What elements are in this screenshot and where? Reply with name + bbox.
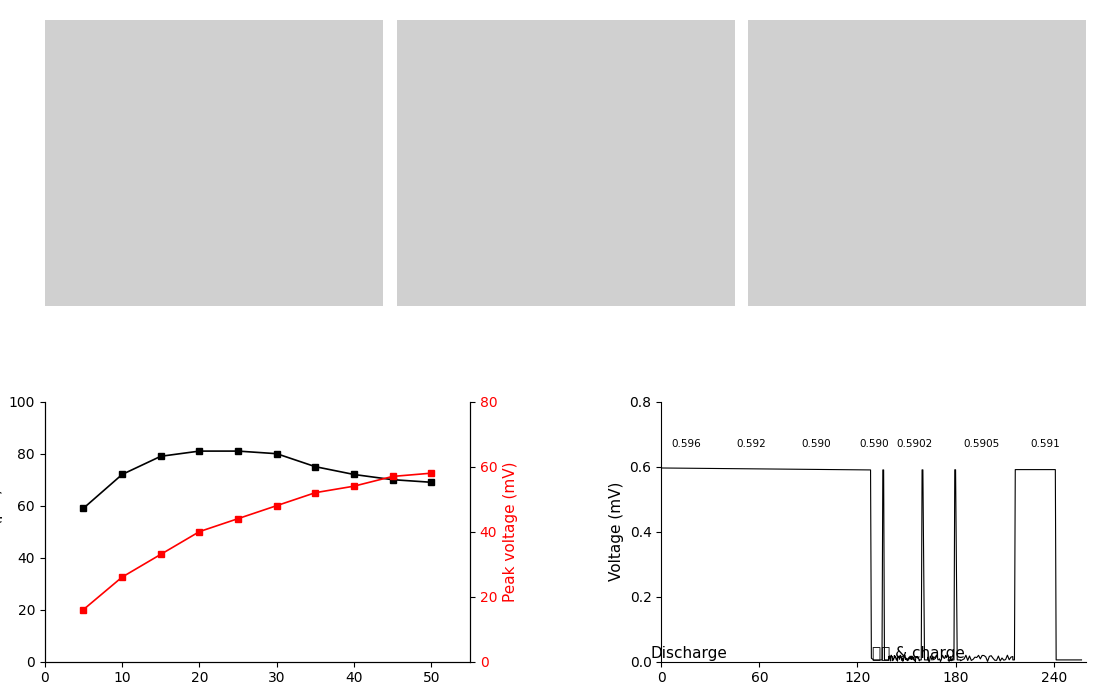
Text: 0.592: 0.592 [736, 439, 766, 449]
Text: 0.590: 0.590 [802, 439, 831, 449]
Y-axis label: Voltage (mV): Voltage (mV) [609, 482, 624, 581]
Text: 0.590: 0.590 [859, 439, 888, 449]
Text: 0.596: 0.596 [671, 439, 701, 449]
Text: 0.5905: 0.5905 [963, 439, 1000, 449]
Text: Discharge: Discharge [651, 646, 727, 661]
Text: 0.591: 0.591 [1030, 439, 1061, 449]
Text: 유지 & charge: 유지 & charge [872, 646, 964, 661]
Text: 0.5902: 0.5902 [897, 439, 933, 449]
Y-axis label: Power (μW): Power (μW) [0, 488, 3, 576]
Y-axis label: Peak voltage (mV): Peak voltage (mV) [503, 462, 517, 602]
